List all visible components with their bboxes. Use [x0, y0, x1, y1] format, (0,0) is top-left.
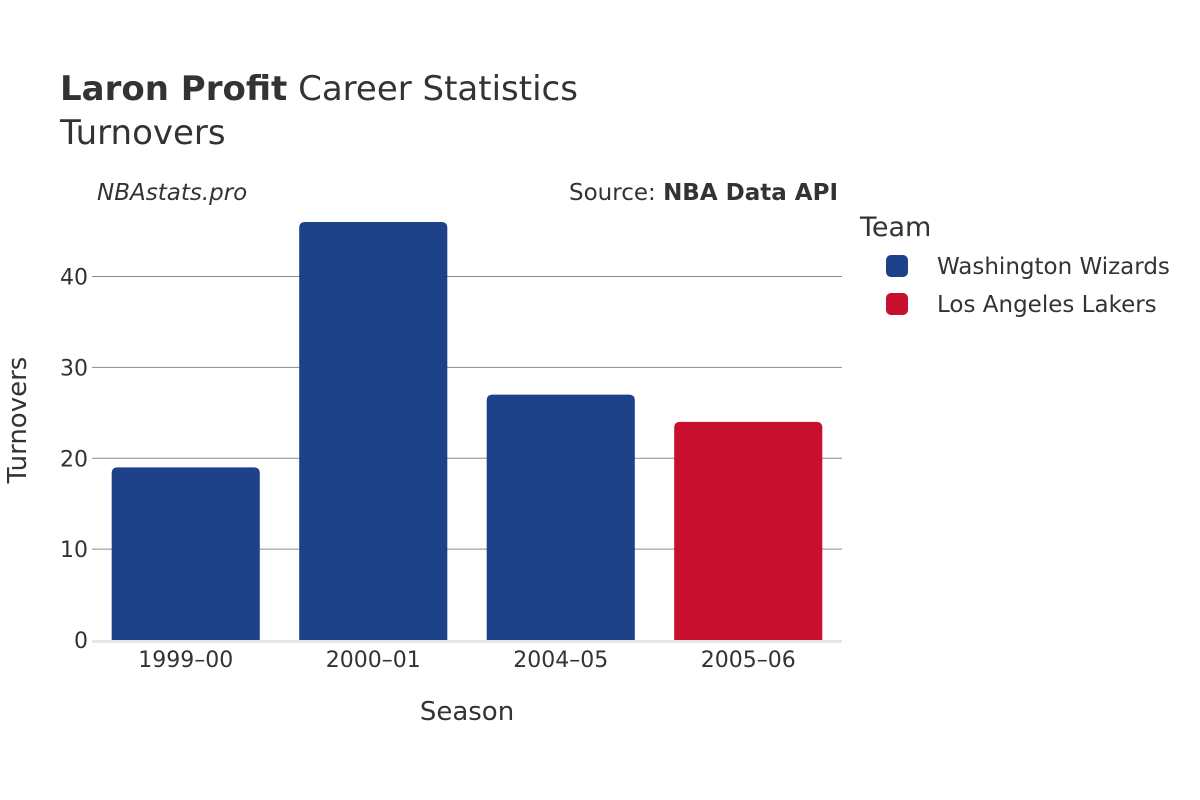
chart-subtitle: Turnovers: [59, 113, 226, 153]
x-axis-title: Season: [420, 697, 514, 727]
source-prefix: Source:: [569, 180, 663, 206]
x-tick-label: 2005–06: [701, 648, 796, 673]
legend-label: Los Angeles Lakers: [937, 292, 1157, 318]
legend: Team Washington Wizards Los Angeles Laker…: [859, 212, 1170, 318]
y-tick-label: 10: [60, 538, 88, 563]
x-tick-labels: 1999–00 2000–01 2004–05 2005–06: [138, 648, 795, 673]
bar-2000–01[interactable]: [299, 222, 448, 640]
y-tick-labels: 0 10 20 30 40: [60, 266, 88, 654]
chart-title: Laron Profit Career Statistics: [60, 69, 578, 109]
source-name: NBA Data API: [663, 180, 838, 206]
y-tick-label: 40: [60, 266, 88, 291]
source-label: Source: NBA Data API: [569, 180, 838, 206]
bars: [111, 222, 823, 640]
legend-label: Washington Wizards: [937, 254, 1170, 280]
bar-2004–05[interactable]: [486, 394, 635, 640]
y-axis-title: Turnovers: [3, 357, 33, 485]
x-tick-label: 2004–05: [513, 648, 608, 673]
bar-2005–06[interactable]: [674, 421, 823, 640]
bar-1999–00[interactable]: [111, 467, 260, 640]
legend-swatch[interactable]: [886, 255, 908, 277]
chart-title-player: Laron Profit: [60, 69, 287, 109]
y-tick-label: 30: [60, 356, 88, 381]
x-tick-label: 2000–01: [326, 648, 421, 673]
y-tick-label: 0: [74, 629, 88, 654]
legend-title: Team: [859, 212, 931, 243]
legend-swatch[interactable]: [886, 293, 908, 315]
x-tick-label: 1999–00: [138, 648, 233, 673]
y-tick-label: 20: [60, 447, 88, 472]
chart-title-rest: Career Statistics: [287, 69, 578, 109]
watermark: NBAstats.pro: [97, 180, 247, 206]
